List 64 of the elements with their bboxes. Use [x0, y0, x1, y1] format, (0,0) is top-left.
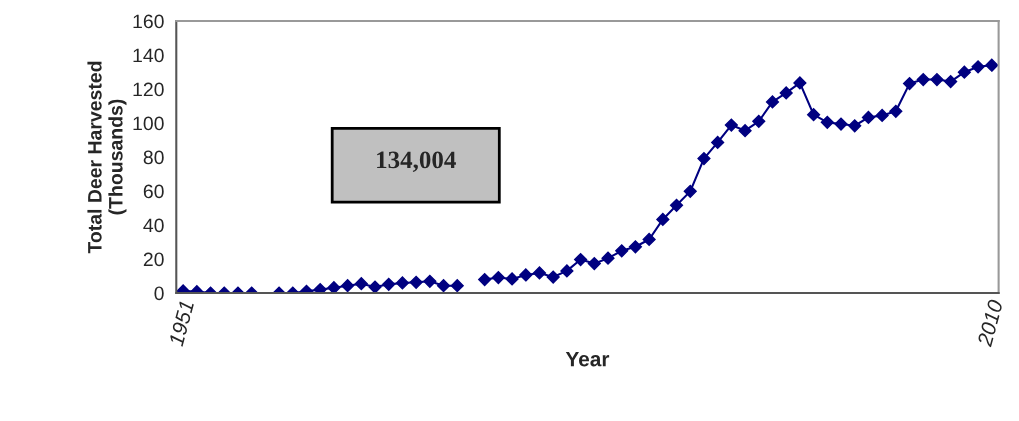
y-tick-label: 40 — [143, 218, 164, 233]
y-tick-label: 60 — [143, 184, 164, 199]
point — [779, 86, 793, 100]
point — [861, 110, 876, 125]
y-axis-title: Total Deer Harvested (Thousands) — [87, 61, 127, 254]
y-tick-label: 100 — [133, 116, 164, 131]
point — [423, 274, 437, 288]
point — [957, 65, 971, 79]
point — [450, 279, 464, 293]
annotation: 134,004 — [377, 151, 456, 172]
y-tick-label: 20 — [143, 252, 164, 267]
point — [176, 284, 190, 294]
point — [519, 268, 533, 282]
point — [793, 76, 807, 90]
point — [656, 212, 670, 227]
point — [930, 72, 944, 87]
point — [436, 279, 451, 293]
point — [382, 277, 396, 291]
point — [944, 74, 958, 89]
point — [601, 251, 615, 265]
y-tick-label: 120 — [133, 82, 164, 97]
point — [807, 108, 821, 122]
point — [889, 104, 903, 118]
point — [615, 244, 629, 258]
point — [711, 135, 725, 150]
point — [985, 58, 999, 72]
point — [820, 115, 834, 129]
point — [354, 277, 368, 291]
point — [532, 266, 547, 280]
point — [834, 117, 848, 131]
point — [642, 232, 656, 247]
point — [765, 95, 780, 109]
x-tick-label: 2010 — [976, 298, 1004, 348]
x-axis-title: Year — [565, 351, 610, 367]
y-tick-label: 160 — [133, 14, 164, 29]
y-tick-label: 80 — [143, 150, 164, 165]
point — [409, 275, 423, 289]
point — [395, 276, 410, 290]
y-tick-label: 0 — [154, 286, 164, 301]
point — [683, 184, 697, 198]
point — [724, 118, 738, 132]
point — [368, 280, 382, 294]
y-tick-label: 140 — [133, 48, 164, 63]
point — [546, 270, 560, 284]
point — [505, 272, 519, 286]
point — [313, 283, 327, 294]
point — [587, 257, 601, 271]
point — [574, 252, 588, 267]
point — [560, 264, 574, 278]
point — [902, 77, 917, 91]
point — [875, 108, 889, 122]
point — [491, 270, 505, 285]
point — [971, 60, 985, 74]
point — [752, 114, 766, 128]
point — [738, 124, 752, 138]
point — [341, 279, 355, 293]
point — [327, 281, 341, 294]
point — [848, 119, 862, 133]
point — [628, 240, 643, 254]
point — [916, 72, 930, 87]
point — [478, 272, 492, 287]
point — [669, 198, 684, 212]
point — [697, 151, 711, 166]
x-tick-label: 1951 — [168, 300, 195, 347]
